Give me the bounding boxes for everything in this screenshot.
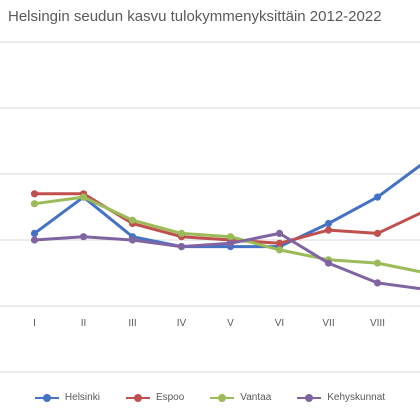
series-line: [33, 231, 420, 291]
data-point: [373, 279, 382, 287]
data-point: [177, 243, 186, 251]
legend-label: Kehyskunnat: [327, 392, 386, 403]
data-point: [30, 190, 39, 198]
data-point: [79, 193, 88, 201]
data-point: [30, 200, 39, 208]
data-point: [275, 239, 284, 247]
legend-item: Espoo: [125, 392, 185, 403]
data-point: [324, 259, 333, 267]
series-line: [33, 195, 420, 274]
legend-swatch: [210, 393, 235, 403]
legend-item: Kehyskunnat: [297, 392, 385, 403]
legend-label: Vantaa: [240, 392, 272, 403]
x-tick-label: VI: [275, 318, 284, 329]
data-point: [79, 233, 88, 241]
data-point: [373, 229, 382, 237]
data-point: [177, 229, 186, 237]
data-point: [128, 236, 137, 244]
legend-label: Helsinki: [64, 392, 100, 403]
x-tick-label: VII: [322, 318, 334, 329]
legend-swatch: [34, 393, 59, 403]
legend-label: Espoo: [155, 392, 185, 403]
legend-item: Helsinki: [34, 392, 100, 403]
legend-swatch: [297, 393, 322, 403]
x-tick-label: IV: [177, 318, 187, 329]
data-point: [30, 236, 39, 244]
data-point: [275, 246, 284, 254]
data-point: [324, 226, 333, 234]
x-tick-label: II: [81, 318, 87, 329]
chart-legend: Helsinki Espoo Vantaa Kehyskunnat: [0, 392, 420, 403]
chart-title: Helsingin seudun kasvu tulokymmenyksittä…: [8, 8, 382, 25]
data-point: [373, 193, 382, 201]
data-point: [373, 259, 382, 267]
data-point: [226, 233, 235, 241]
data-point: [324, 219, 333, 228]
legend-item: Vantaa: [210, 392, 271, 403]
x-tick-label: V: [227, 318, 234, 329]
data-point: [275, 229, 284, 237]
x-tick-label: III: [128, 318, 136, 329]
data-point: [128, 216, 137, 224]
data-point: [30, 229, 39, 237]
x-tick-label: VIII: [370, 318, 385, 329]
data-point: [226, 239, 235, 247]
legend-swatch: [125, 393, 150, 403]
x-tick-label: I: [33, 318, 36, 329]
series-line: [33, 163, 420, 249]
